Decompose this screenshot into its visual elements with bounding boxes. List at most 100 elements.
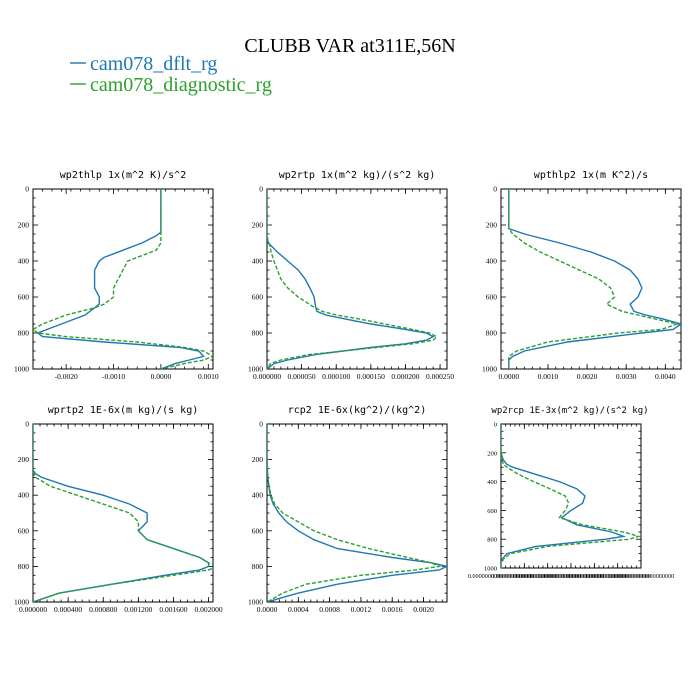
plot-frame (32, 423, 214, 603)
x-tick-label: 0.00000000000000000000 (608, 573, 675, 580)
series-line-diagnostic (267, 424, 442, 602)
y-tick-label: 0 (259, 185, 263, 194)
series-line-diagnostic (33, 189, 213, 369)
plot-frame (32, 188, 214, 370)
x-tick-label: -0.0020 (55, 372, 78, 381)
series-line-dflt (501, 424, 627, 568)
y-tick-label: 400 (18, 491, 30, 500)
x-tick-label: 0.0004 (288, 605, 309, 614)
y-tick-label: 600 (252, 526, 264, 535)
panel-title: wp2rcp 1E-3x(m^2 kg)/(s^2 kg) (491, 406, 648, 416)
y-tick-label: 400 (252, 257, 264, 266)
y-tick-label: 800 (252, 562, 264, 571)
x-tick-label: 0.0030 (616, 372, 637, 381)
y-tick-label: 400 (487, 479, 497, 486)
panel-wpthlp2: wpthlp2 1x(m K^2)/s 020040060080010000.0… (482, 170, 682, 381)
x-tick-label: 0.000250 (426, 372, 454, 381)
x-tick-label: 0.0010 (538, 372, 559, 381)
x-tick-label: 0.0040 (655, 372, 676, 381)
x-tick-label: 0.000000 (19, 605, 47, 614)
panel-title: wpthlp2 1x(m K^2)/s (534, 170, 648, 181)
x-tick-label: 0.0000 (151, 372, 172, 381)
x-tick-label: 0.000200 (391, 372, 419, 381)
x-tick-label: 0.000400 (54, 605, 82, 614)
x-tick-label: 0.00000000000000000000 (491, 573, 558, 580)
x-tick-label: 0.000050 (288, 372, 316, 381)
legend-label-diagnostic: cam078_diagnostic_rg (90, 74, 272, 96)
y-tick-label: 800 (252, 329, 264, 338)
y-tick-label: 200 (487, 450, 497, 457)
y-tick-label: 1000 (248, 598, 263, 607)
y-tick-label: 800 (486, 329, 498, 338)
x-tick-label: 0.0010 (198, 372, 219, 381)
y-tick-label: 0 (25, 185, 29, 194)
y-tick-label: 200 (18, 221, 30, 230)
x-tick-label: 0.00000000000000000000 (584, 573, 651, 580)
panel-title: rcp2 1E-6x(kg^2)/(kg^2) (288, 405, 426, 416)
y-tick-label: 600 (486, 293, 498, 302)
y-tick-label: 400 (252, 491, 264, 500)
plot-frame (500, 188, 682, 370)
y-tick-label: 200 (486, 221, 498, 230)
y-tick-label: 0 (493, 185, 497, 194)
x-tick-label: 0.0012 (351, 605, 372, 614)
y-tick-label: 800 (18, 329, 30, 338)
x-tick-label: 0.000800 (89, 605, 117, 614)
y-tick-label: 1000 (484, 566, 497, 573)
y-tick-label: 1000 (14, 598, 29, 607)
x-tick-label: 0.00000000000000000000 (514, 573, 581, 580)
series-line-diagnostic (508, 189, 680, 369)
legend-label-dflt: cam078_dflt_rg (90, 53, 217, 75)
series-line-dflt (36, 189, 205, 369)
y-tick-label: 200 (18, 455, 30, 464)
y-tick-label: 600 (252, 293, 264, 302)
series-line-diagnostic (501, 424, 641, 568)
series-line-diagnostic (267, 189, 438, 369)
x-tick-label: 0.002000 (195, 605, 223, 614)
y-tick-label: 400 (486, 257, 498, 266)
x-tick-label: 0.00000000000000000000 (468, 573, 535, 580)
x-tick-label: 0.0000 (499, 372, 520, 381)
y-tick-label: 600 (18, 293, 30, 302)
series-line-dflt (267, 189, 435, 369)
panel-wp2thlp: wp2thlp 1x(m^2 K)/s^2 0 200 400 600 800 1000 -… (14, 170, 219, 381)
series-line-diagnostic (33, 424, 213, 602)
y-tick-label: 0 (494, 422, 497, 429)
panel-rcp2: rcp2 1E-6x(kg^2)/(kg^2) 0 200 400 600 800 100… (248, 405, 448, 614)
x-tick-label: -0.0010 (102, 372, 125, 381)
x-tick-label: 0.001200 (124, 605, 152, 614)
y-tick-label: 200 (252, 221, 264, 230)
panel-wprtp2: wprtp2 1E-6x(m kg)/(s kg) 0 200 400 600 800 1… (14, 405, 223, 614)
panel-title: wprtp2 1E-6x(m kg)/(s kg) (48, 405, 199, 416)
x-tick-label: 0.00000000000000000000 (561, 573, 628, 580)
panel-title: wp2thlp 1x(m^2 K)/s^2 (60, 170, 186, 181)
x-tick-label: 0.0000 (257, 605, 278, 614)
y-tick-label: 800 (18, 562, 30, 571)
y-tick-label: 600 (18, 526, 30, 535)
x-tick-label: 0.000100 (322, 372, 350, 381)
y-tick-label: 200 (252, 455, 264, 464)
series-line-dflt (33, 424, 210, 602)
y-tick-label: 0 (259, 420, 263, 429)
y-tick-label: 1000 (482, 365, 497, 374)
figure-title: CLUBB VAR at311E,56N (244, 35, 455, 57)
series-line-dflt (508, 189, 681, 369)
x-tick-label: 0.0020 (413, 605, 434, 614)
panel-wp2rcp: wp2rcp 1E-3x(m^2 kg)/(s^2 kg) 0 200 400 600… (468, 406, 675, 580)
y-tick-label: 400 (18, 257, 30, 266)
y-tick-label: 1000 (248, 365, 263, 374)
y-tick-label: 600 (487, 508, 497, 515)
y-tick-label: 1000 (14, 365, 29, 374)
legend: cam078_dflt_rg cam078_diagnostic_rg (70, 53, 272, 96)
panel-wp2rtp: wp2rtp 1x(m^2 kg)/(s^2 kg) 0 200 400 600 800… (248, 170, 454, 381)
x-tick-label: 0.000150 (357, 372, 385, 381)
y-tick-label: 800 (487, 537, 497, 544)
plot-frame (500, 423, 642, 569)
x-tick-label: 0.00000000000000000000 (538, 573, 605, 580)
x-tick-label: 0.0016 (382, 605, 403, 614)
y-tick-label: 0 (25, 420, 29, 429)
plot-frame (266, 188, 448, 370)
x-tick-label: 0.0008 (319, 605, 340, 614)
x-tick-label: 0.000000 (253, 372, 281, 381)
